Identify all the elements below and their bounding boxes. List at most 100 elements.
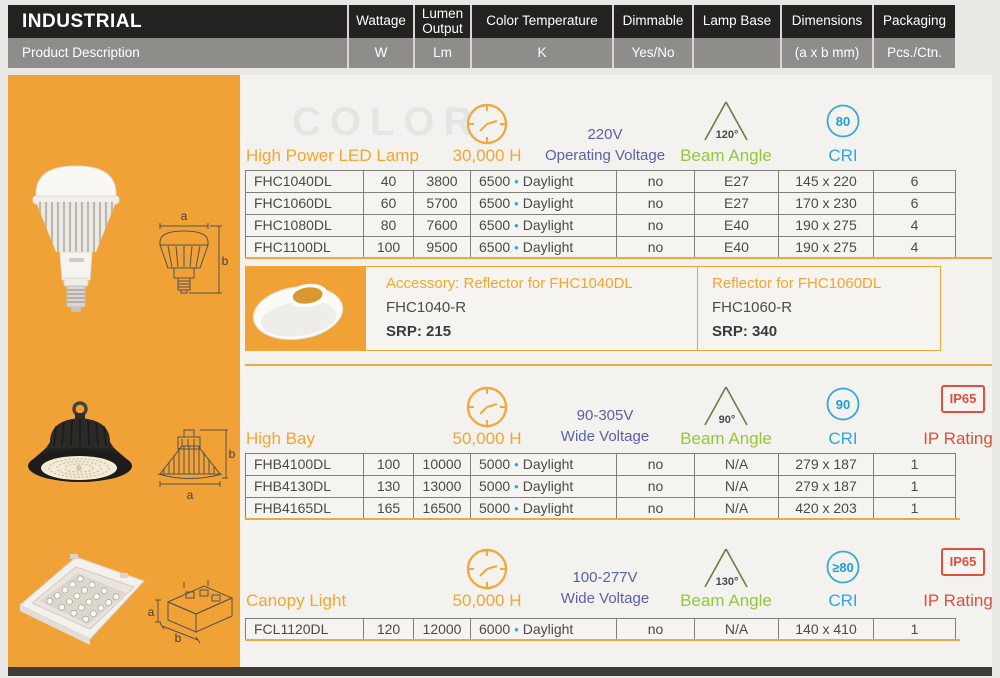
cri-label: CRI [828,429,858,448]
cell-lumen: 9500 [414,237,471,259]
cell-lumen: 10000 [414,454,471,476]
cell-lamp-base: N/A [695,619,779,641]
beam-angle-label: Beam Angle [680,591,772,610]
cell-dimensions: 170 x 230 [779,193,874,215]
cell-model: FHB4130DL [246,476,364,498]
cell-model: FHC1080DL [246,215,364,237]
cell-wattage: 40 [364,171,414,193]
color-name: Daylight [522,500,574,516]
header-column-lumen-output: Lumen Output [413,5,470,38]
color-name: Daylight [522,456,574,472]
accessory-model: FHC1040-R [386,299,467,316]
accessory-srp: SRP: 215 [386,323,452,340]
cri-value: 80 [836,114,850,129]
ip-rating-label: IP Rating [923,429,993,448]
color-temp-value: 6500 [479,239,511,255]
dimension-drawing-canopy-light: a b [148,580,234,645]
cell-wattage: 100 [364,237,414,259]
cell-lumen: 16500 [414,498,471,520]
cell-lamp-base: N/A [695,498,779,520]
svg-text:a: a [148,605,155,619]
cell-dimmable: no [617,237,695,259]
cell-model: FHB4100DL [246,454,364,476]
beam-angle-value: 90° [719,414,736,426]
cell-dimmable: no [617,498,695,520]
color-name: Daylight [522,173,574,189]
cell-color-temperature: 6500 • Daylight [471,215,617,237]
voltage-value: 100-277V [572,569,638,586]
spec-table-canopy-light: FCL1120DL 120 12000 6000 • Daylight no N/A… [245,618,956,641]
cell-color-temperature: 6000 • Daylight [471,619,617,641]
cell-color-temperature: 6500 • Daylight [471,193,617,215]
cell-packaging: 1 [874,454,956,476]
spec-table-high-bay: FHB4100DL 100 10000 5000 • Daylight no N/A… [245,453,956,520]
cri-value: ≥80 [832,560,854,575]
lifetime-label: 30,000 H [452,146,522,165]
color-temp-value: 6500 [479,173,511,189]
cell-model: FCL1120DL [246,619,364,641]
color-name: Daylight [522,239,574,255]
product-photo-led-lamp [32,165,120,312]
color-bullet: • [514,479,519,494]
cell-lamp-base: E27 [695,171,779,193]
cri-label: CRI [828,591,858,610]
voltage-value: 90-305V [576,407,634,424]
cell-dimensions: 420 x 203 [779,498,874,520]
unit-wattage: W [347,38,413,68]
product-description-label: Product Description [22,45,140,60]
voltage-caption: Wide Voltage [560,428,650,445]
lifetime-label: 50,000 H [452,591,522,610]
cell-dimmable: no [617,619,695,641]
cell-model: FHC1100DL [246,237,364,259]
clock-icon [466,103,508,145]
header-column-color-temperature: Color Temperature [470,5,612,38]
cell-lumen: 13000 [414,476,471,498]
footer-bar [8,667,992,676]
clock-icon [466,386,508,428]
cell-wattage: 60 [364,193,414,215]
section-title-canopy-light: Canopy Light [246,591,347,610]
beam-angle-label: Beam Angle [680,146,772,165]
cell-wattage: 120 [364,619,414,641]
cell-model: FHC1040DL [246,171,364,193]
accessory-model: FHC1060-R [712,299,793,316]
lifetime-label: 50,000 H [452,429,522,448]
cell-dimensions: 190 x 275 [779,215,874,237]
cri-label: CRI [828,146,858,165]
voltage-caption: Operating Voltage [544,147,666,164]
product-photo-high-bay [28,401,132,482]
subheader-bar: Product Description W Lm K Yes/No (a x b… [8,38,955,68]
cell-dimmable: no [617,171,695,193]
ip-rating-label: IP Rating [923,591,993,610]
product-photo-canopy-light [19,554,145,645]
svg-text:a: a [187,488,194,502]
color-temp-value: 6000 [479,621,511,637]
dimension-drawing-led-lamp: a b [159,210,229,294]
header-column-wattage: Wattage [347,5,413,38]
cell-color-temperature: 6500 • Daylight [471,171,617,193]
color-bullet: • [514,622,519,637]
table-bottom-rule [245,639,960,641]
table-bottom-rule [245,518,960,520]
cell-dimensions: 279 x 187 [779,454,874,476]
color-bullet: • [514,457,519,472]
svg-text:b: b [222,254,229,268]
reflector-image [246,267,366,350]
voltage-label: 220V Operating Voltage [543,124,667,166]
cell-dimmable: no [617,454,695,476]
section-divider-rule [245,364,992,366]
spec-table-high-power-led-lamp: FHC1040DL 40 3800 6500 • Daylight no E27 1… [245,170,956,259]
watermark: COLOR [292,100,482,144]
cell-packaging: 1 [874,619,956,641]
color-temp-value: 5000 [479,500,511,516]
color-temp-value: 6500 [479,195,511,211]
svg-text:b: b [229,447,236,461]
voltage-label: 90-305V Wide Voltage [543,405,667,447]
cell-color-temperature: 6500 • Daylight [471,237,617,259]
header-column-dimmable: Dimmable [612,5,692,38]
cell-lumen: 12000 [414,619,471,641]
cell-dimmable: no [617,193,695,215]
ip-rating-badge: IP65 [941,385,985,413]
color-temp-value: 6500 [479,217,511,233]
